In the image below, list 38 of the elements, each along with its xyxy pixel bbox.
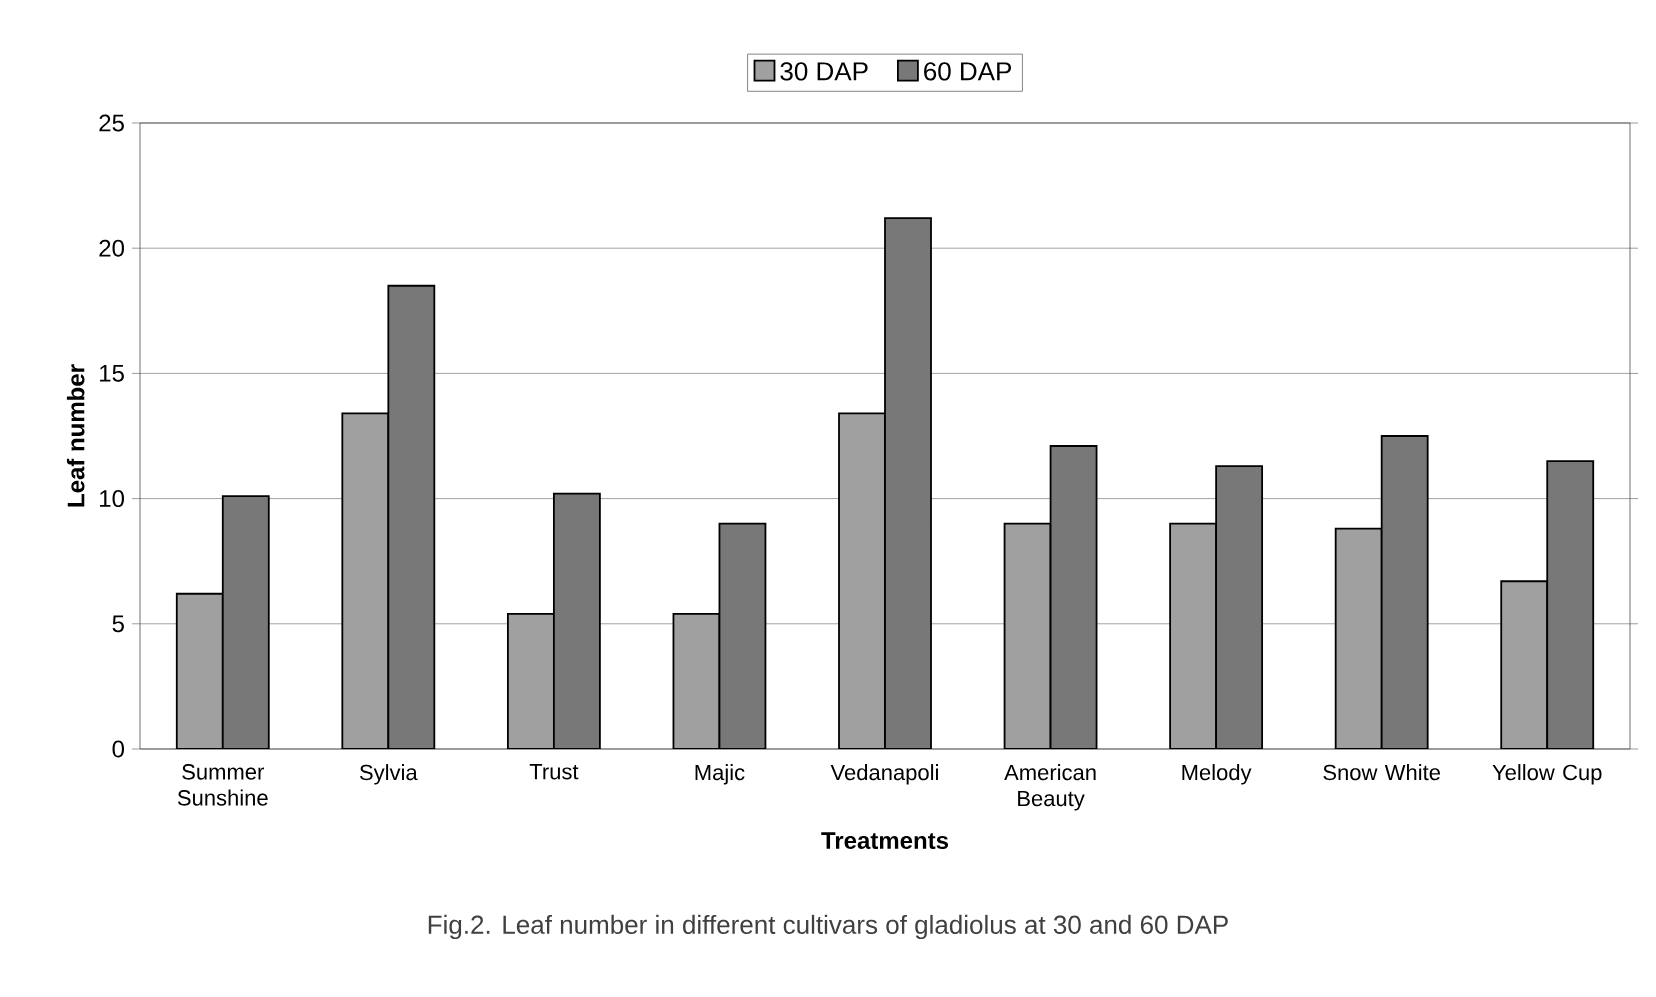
x-tick-label: Sylvia: [360, 764, 418, 785]
bar: [672, 612, 721, 749]
y-tick-label: 25: [99, 114, 124, 132]
bar: [221, 495, 270, 749]
x-tick-label: Trust: [529, 764, 579, 780]
y-tick-label: 5: [112, 615, 124, 633]
y-tick-label: 20: [99, 239, 124, 257]
bar: [838, 412, 886, 749]
x-tick-label: Melody: [1182, 764, 1252, 785]
y-axis-title: Leaf number: [66, 364, 85, 507]
x-tick-label: American Beauty: [1004, 764, 1096, 811]
bar: [1500, 580, 1549, 749]
y-tick-label: 15: [100, 365, 124, 382]
x-tick-label: Yellow Cup: [1492, 764, 1602, 785]
bar: [387, 284, 436, 749]
x-tick-label: Summer Sunshine: [177, 764, 268, 806]
y-tick-label: 10: [100, 490, 124, 508]
bar: [341, 412, 390, 749]
bar: [718, 522, 767, 749]
x-tick-label: Majic: [695, 764, 745, 785]
x-tick-label: Snow White: [1323, 764, 1440, 781]
bar: [1380, 435, 1429, 749]
y-tick-label: 0: [112, 740, 125, 758]
bar: [1215, 465, 1264, 749]
x-tick-label: Vedanapoli: [830, 764, 938, 785]
bar: [1003, 522, 1052, 749]
bar: [1049, 445, 1098, 749]
bar: [1546, 460, 1595, 749]
x-axis-title: Treatments: [821, 832, 949, 850]
legend-label: 60 DAP: [924, 62, 1011, 81]
bar: [1169, 522, 1218, 749]
bar: [552, 492, 601, 749]
bar: [175, 592, 224, 749]
legend-label: 30 DAP: [780, 62, 868, 81]
bar: [1334, 527, 1383, 749]
caption: Fig.2. Leaf number in different cultivars of gladiolus at 30 and 60 DAP: [428, 914, 1228, 940]
bar: [884, 217, 932, 749]
bar: [506, 612, 555, 749]
